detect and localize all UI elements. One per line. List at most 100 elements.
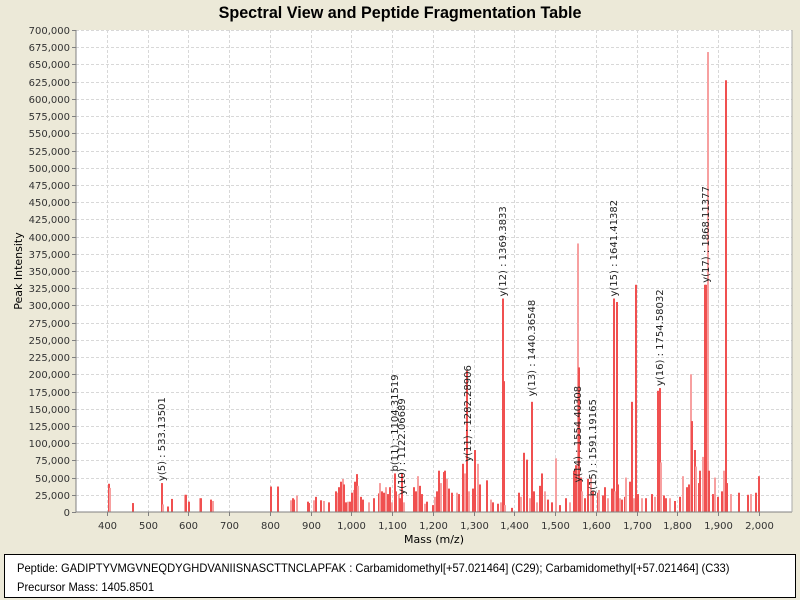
- peak-bar: [458, 494, 460, 512]
- peak-bar: [210, 499, 212, 512]
- peak-bar: [611, 488, 613, 512]
- peak-bar: [503, 381, 505, 512]
- peak-bar: [466, 370, 468, 512]
- peak-bar: [637, 494, 639, 512]
- peak-bar: [417, 476, 419, 512]
- peak-bar: [712, 494, 714, 512]
- fragment-annotation: y(15) : 1641.41382: [609, 200, 620, 297]
- peak-bar: [747, 494, 749, 512]
- x-axis-label: Mass (m/z): [404, 533, 464, 546]
- peak-bar: [541, 473, 543, 512]
- y-tick-label: 475,000: [29, 181, 70, 192]
- peak-bar: [598, 489, 600, 512]
- peak-bar: [631, 401, 633, 512]
- peak-bar: [490, 499, 492, 512]
- peak-bar: [592, 491, 594, 512]
- x-tick-label: 2,000: [745, 521, 774, 532]
- peak-bar: [345, 502, 347, 512]
- peak-bar: [544, 491, 546, 512]
- peak-bar: [663, 495, 665, 512]
- peak-bar: [616, 301, 618, 512]
- peak-bar: [456, 492, 458, 512]
- peak-bar: [688, 484, 690, 512]
- peak-bar: [212, 500, 214, 512]
- peak-bar: [641, 498, 643, 512]
- fragment-annotation: y(13) : 1440.36548: [527, 300, 538, 397]
- peak-bar: [625, 477, 627, 512]
- peptide-line: Peptide: GADIPTYVMGVNEQDYGHDVANIISNASCTT…: [17, 561, 730, 575]
- peak-bar: [451, 492, 453, 512]
- peak-bar: [492, 502, 494, 512]
- y-tick-label: 50,000: [35, 474, 70, 485]
- y-tick-label: 525,000: [29, 147, 70, 158]
- peak-bar: [270, 486, 272, 512]
- peak-bar: [504, 505, 506, 512]
- x-tick-label: 1,800: [663, 521, 692, 532]
- peak-bar: [679, 496, 681, 512]
- y-tick-label: 75,000: [35, 456, 70, 467]
- peak-bar: [479, 484, 481, 512]
- peak-bar: [328, 502, 330, 512]
- peak-bar: [699, 470, 701, 512]
- x-tick-label: 1,500: [541, 521, 570, 532]
- peak-bar: [529, 498, 531, 512]
- peak-bar: [368, 502, 370, 512]
- peak-bar: [383, 492, 385, 512]
- y-tick-label: 200,000: [29, 370, 70, 381]
- peak-bar: [360, 496, 362, 512]
- fragment-annotation: y(17) : 1868.11377: [701, 186, 712, 283]
- y-tick-label: 125,000: [29, 422, 70, 433]
- x-tick-label: 1,900: [704, 521, 733, 532]
- peak-bar: [497, 503, 499, 512]
- peak-bar: [717, 496, 719, 512]
- peak-bar: [604, 487, 606, 512]
- fragment-annotation: y(14) : 1554.40308: [573, 386, 584, 483]
- peak-bar: [188, 501, 190, 512]
- peak-bar: [421, 494, 423, 512]
- peak-bar: [373, 498, 375, 512]
- precursor-mass-line: Precursor Mass: 1405.8501: [17, 580, 155, 594]
- peak-bar: [132, 503, 134, 512]
- peak-bar: [539, 485, 541, 512]
- peak-bar: [426, 501, 428, 512]
- peak-bar: [555, 458, 557, 512]
- y-tick-label: 275,000: [29, 319, 70, 330]
- peak-bar: [705, 284, 707, 512]
- peak-bar: [654, 496, 656, 512]
- peak-bar: [389, 487, 391, 512]
- peak-bar: [440, 483, 442, 512]
- y-tick-label: 675,000: [29, 43, 70, 54]
- peak-bar: [629, 481, 631, 512]
- x-tick-label: 1,200: [419, 521, 448, 532]
- peak-bar: [472, 488, 474, 512]
- grid-lines: [76, 30, 792, 512]
- x-tick-label: 900: [302, 521, 321, 532]
- x-tick-label: 1,100: [378, 521, 407, 532]
- peak-bar: [486, 480, 488, 512]
- peak-bar: [617, 484, 619, 512]
- y-tick-label: 425,000: [29, 215, 70, 226]
- peak-bar: [500, 502, 502, 512]
- y-tick-label: 300,000: [29, 301, 70, 312]
- peak-bar: [523, 452, 525, 512]
- peak-bar: [511, 507, 513, 512]
- peak-bar: [413, 487, 415, 512]
- y-tick-label: 450,000: [29, 198, 70, 209]
- x-tick-label: 400: [98, 521, 117, 532]
- peak-bar: [277, 486, 279, 512]
- peak-bar: [714, 477, 716, 512]
- peak-bar: [296, 495, 298, 512]
- peak-bar: [721, 491, 723, 512]
- y-tick-label: 650,000: [29, 60, 70, 71]
- peak-bar: [434, 496, 436, 512]
- peak-bar: [162, 504, 164, 512]
- peak-bar: [526, 459, 528, 512]
- spectrum-chart: y(5) : 533.13501 b(11) : 1104.31519y(10) …: [12, 26, 793, 546]
- fragment-annotation: y(11) : 1282.28906: [463, 365, 474, 462]
- peak-bar: [645, 498, 647, 512]
- peak-bar: [477, 463, 479, 512]
- peak-bar: [613, 298, 615, 512]
- y-axis-label: Peak Intensity: [12, 232, 25, 310]
- y-tick-label: 150,000: [29, 405, 70, 416]
- peak-bar: [581, 491, 583, 512]
